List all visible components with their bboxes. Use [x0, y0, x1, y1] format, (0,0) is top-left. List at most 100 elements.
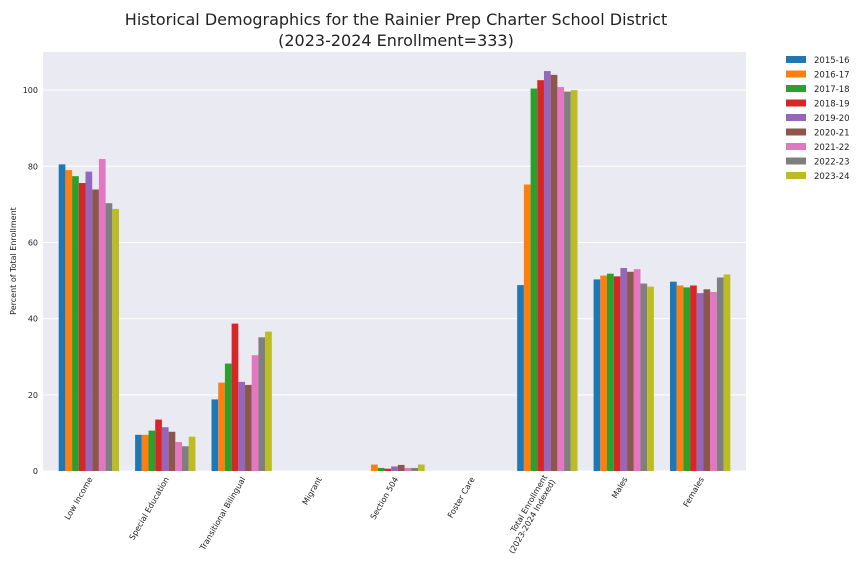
x-tick-label: Special Education — [128, 476, 171, 542]
bar — [676, 285, 684, 471]
bar — [613, 276, 621, 471]
y-axis-label: Percent of Total Enrollment — [9, 207, 18, 315]
bar — [135, 434, 142, 471]
x-tick-label: Transitional Bilingual — [198, 476, 248, 553]
bar — [557, 87, 565, 471]
legend-label: 2016-17 — [814, 71, 850, 81]
y-tick-label: 40 — [28, 315, 38, 324]
bar — [723, 274, 731, 471]
bar — [670, 281, 677, 471]
x-tick-label: Males — [610, 476, 629, 501]
bar — [211, 399, 219, 471]
legend-swatch — [786, 128, 806, 136]
bar — [85, 171, 93, 471]
bar — [112, 208, 119, 471]
bar — [564, 91, 571, 471]
bar — [633, 269, 641, 471]
bar — [105, 203, 113, 472]
bar — [251, 355, 259, 471]
bar — [231, 323, 239, 471]
bar — [371, 464, 378, 471]
x-tick-label: Section 504 — [369, 476, 401, 522]
legend-label: 2015-16 — [814, 56, 850, 66]
bar — [647, 286, 654, 471]
legend-label: 2017-18 — [814, 85, 850, 95]
bar — [182, 446, 189, 471]
bar — [161, 427, 169, 471]
bar — [141, 434, 149, 471]
bar — [530, 88, 538, 472]
bar — [640, 283, 648, 471]
bar — [265, 331, 272, 471]
x-tick-label: Foster Care — [446, 475, 477, 519]
legend-label: 2023-24 — [814, 172, 850, 182]
bar — [245, 384, 252, 471]
bar — [690, 285, 697, 471]
bar — [397, 464, 405, 471]
bar — [417, 464, 425, 471]
bar — [148, 430, 156, 471]
bar — [710, 291, 717, 471]
legend-label: 2022-23 — [814, 158, 850, 168]
bar — [683, 287, 691, 471]
y-tick-label: 20 — [28, 391, 38, 400]
bar — [78, 183, 86, 472]
y-tick-label: 80 — [28, 162, 38, 171]
legend-swatch — [786, 157, 806, 165]
bar — [627, 271, 634, 471]
legend-swatch — [786, 143, 806, 150]
bar — [98, 159, 106, 471]
x-tick-label: Migrant — [301, 476, 324, 507]
bar — [391, 466, 398, 471]
bar — [606, 273, 614, 471]
bar — [58, 164, 66, 472]
bar — [238, 381, 246, 471]
legend-swatch — [786, 56, 806, 63]
bar — [696, 293, 704, 471]
bar — [537, 80, 544, 472]
bars — [58, 71, 731, 472]
bar — [523, 184, 531, 471]
y-tick-label: 0 — [33, 467, 38, 476]
bar — [517, 285, 524, 471]
bar — [224, 363, 232, 471]
bar — [600, 275, 607, 471]
legend-swatch — [786, 99, 806, 107]
bar — [543, 71, 551, 471]
chart-title: Historical Demographics for the Rainier … — [125, 10, 667, 29]
x-tick-label: Total Enrollment(2023-2024 Indexed) — [499, 473, 557, 555]
y-tick-label: 60 — [28, 238, 38, 247]
legend-label: 2018-19 — [814, 100, 850, 110]
bar — [550, 74, 558, 471]
legend-swatch — [786, 114, 806, 121]
legend-swatch — [786, 85, 806, 92]
bar — [404, 467, 412, 471]
bar — [218, 382, 225, 471]
bar — [92, 189, 99, 471]
y-tick-label: 100 — [23, 86, 38, 95]
bar — [175, 442, 183, 471]
legend-label: 2021-22 — [814, 143, 850, 153]
legend-swatch — [786, 70, 806, 78]
bar — [188, 436, 196, 471]
legend-label: 2020-21 — [814, 129, 850, 139]
bar — [65, 170, 73, 471]
chart-subtitle: (2023-2024 Enrollment=333) — [278, 31, 514, 50]
legend-label: 2019-20 — [814, 114, 850, 124]
bar — [72, 176, 79, 471]
bar — [258, 337, 266, 471]
bar — [377, 467, 385, 471]
bar — [703, 289, 711, 471]
bar — [716, 277, 724, 471]
bar — [384, 468, 392, 471]
bar — [593, 279, 601, 471]
x-tick-label: Females — [682, 476, 706, 509]
x-tick-label: Low Income — [63, 475, 95, 521]
bar — [570, 90, 578, 471]
bar — [168, 431, 176, 471]
bar — [620, 267, 628, 471]
legend: 2015-16 2016-17 2017-18 2018-19 2019-20 2020-… — [786, 56, 850, 182]
legend-swatch — [786, 172, 806, 179]
